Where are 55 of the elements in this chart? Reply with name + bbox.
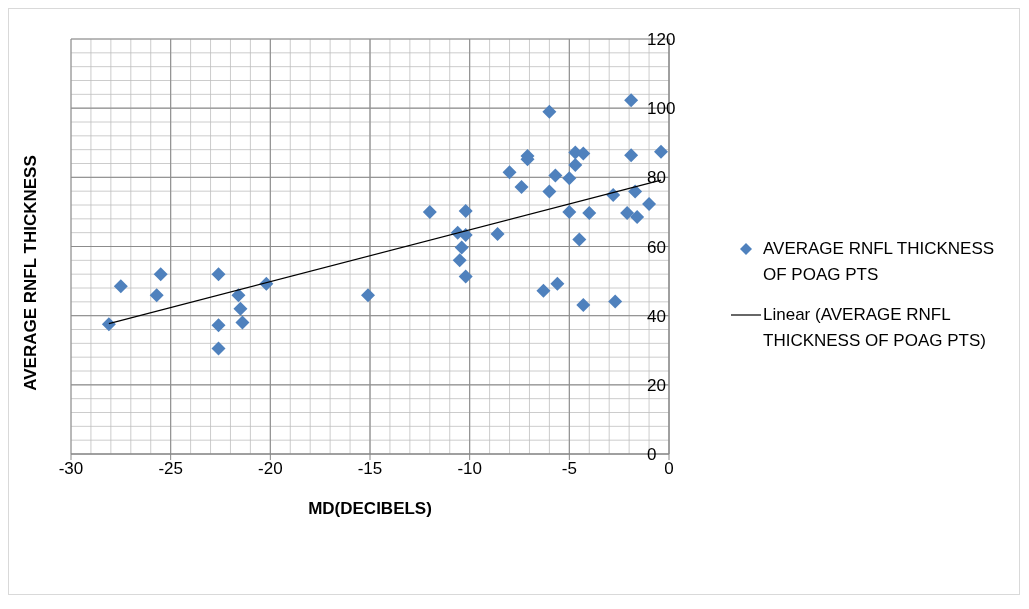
point (211, 267, 226, 282)
point (536, 283, 551, 298)
point (211, 341, 226, 356)
point (149, 288, 164, 303)
point (562, 204, 577, 219)
x-tick-label: -25 (158, 459, 183, 479)
point (548, 168, 563, 183)
point (452, 253, 467, 268)
point (562, 171, 577, 186)
point (542, 184, 557, 199)
point (654, 144, 669, 159)
y-tick-label: 40 (647, 306, 666, 326)
x-axis-title: MD(DECIBELS) (308, 499, 432, 518)
x-tick-label: -15 (357, 459, 383, 479)
point (624, 93, 639, 108)
y-tick-label: 0 (647, 445, 657, 465)
point (458, 228, 473, 243)
point (490, 227, 505, 242)
y-tick-label: 100 (647, 99, 676, 119)
point (231, 288, 246, 303)
point (361, 288, 376, 303)
legend-label: AVERAGE RNFL THICKNESS OF POAG PTS (763, 237, 996, 286)
legend-label: Linear (AVERAGE RNFL THICKNESS OF POAG PTS) (763, 303, 987, 352)
point (620, 205, 635, 220)
point (101, 317, 116, 332)
point (542, 104, 557, 119)
y-axis-title: AVERAGE RNFL THICKNESS (21, 155, 41, 391)
x-tick-label: -5 (561, 459, 577, 479)
point (642, 196, 657, 211)
point (422, 204, 437, 219)
point (608, 294, 623, 309)
x-tick-label: -10 (457, 459, 482, 479)
point (458, 203, 473, 218)
y-tick-label: 20 (647, 375, 666, 395)
point (502, 165, 517, 180)
point (235, 315, 250, 330)
point (576, 297, 591, 312)
point (211, 318, 226, 333)
point (458, 269, 473, 284)
point (233, 301, 248, 316)
point (550, 276, 565, 291)
point (582, 205, 597, 220)
point (630, 210, 645, 225)
x-tick-label: -20 (258, 459, 283, 479)
point (514, 180, 529, 195)
point (568, 157, 583, 172)
point (624, 148, 639, 163)
point (454, 240, 469, 255)
y-tick-label: 60 (647, 237, 666, 257)
point (572, 232, 587, 247)
y-tick-label: 120 (647, 30, 676, 50)
point (628, 184, 643, 199)
point (113, 279, 128, 294)
x-tick-label: -30 (58, 459, 84, 479)
point (153, 267, 168, 282)
